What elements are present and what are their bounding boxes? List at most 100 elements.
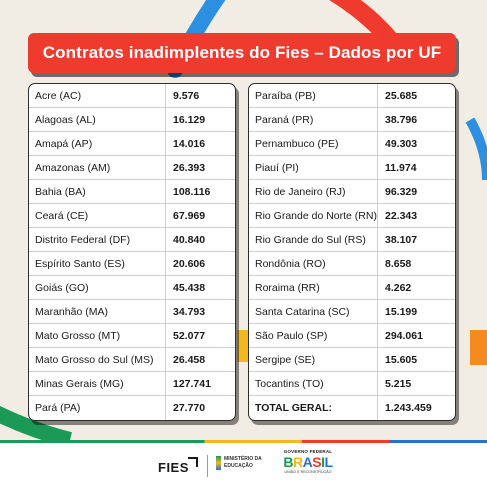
uf-value: 52.077 bbox=[173, 329, 206, 342]
uf-value: 67.969 bbox=[173, 209, 206, 222]
uf-name: Pará (PA) bbox=[29, 396, 166, 420]
ministry-line-1: MINISTÉRIO DA bbox=[224, 456, 262, 462]
total-label: TOTAL GERAL: bbox=[249, 396, 378, 420]
uf-name: Piauí (PI) bbox=[249, 156, 378, 179]
uf-value: 294.061 bbox=[385, 329, 423, 342]
uf-name: Tocantins (TO) bbox=[249, 372, 378, 395]
table-row: Ceará (CE) 67.969 bbox=[29, 204, 235, 228]
brasil-letter: B bbox=[283, 454, 294, 470]
uf-value: 40.840 bbox=[173, 233, 206, 246]
uf-name: Bahia (BA) bbox=[29, 180, 166, 203]
uf-value: 26.458 bbox=[173, 353, 206, 366]
brasil-letter: I bbox=[321, 454, 325, 470]
table-row: Tocantins (TO) 5.215 bbox=[249, 372, 455, 396]
uf-value: 15.199 bbox=[385, 305, 418, 318]
table-row: Santa Catarina (SC) 15.199 bbox=[249, 300, 455, 324]
decor-yellow-band bbox=[237, 330, 250, 362]
uf-name: Minas Gerais (MG) bbox=[29, 372, 166, 395]
table-right: Paraíba (PB) 25.685 Paraná (PR) 38.796 Perna… bbox=[248, 83, 456, 421]
uf-name: Rio de Janeiro (RJ) bbox=[249, 180, 378, 203]
table-row: Pará (PA) 27.770 bbox=[29, 396, 235, 420]
ministry-logo: MINISTÉRIO DA EDUCAÇÃO bbox=[216, 456, 268, 470]
uf-name: Sergipe (SE) bbox=[249, 348, 378, 371]
table-row: Rio de Janeiro (RJ) 96.329 bbox=[249, 180, 455, 204]
table-row: Amazonas (AM) 26.393 bbox=[29, 156, 235, 180]
uf-name: Amapá (AP) bbox=[29, 132, 166, 155]
gov-subtitle: UNIÃO E RECONSTRUÇÃO bbox=[284, 470, 332, 474]
uf-value: 15.605 bbox=[385, 353, 418, 366]
table-row: Piauí (PI) 11.974 bbox=[249, 156, 455, 180]
page-title: Contratos inadimplentes do Fies – Dados … bbox=[28, 33, 456, 73]
uf-name: Amazonas (AM) bbox=[29, 156, 166, 179]
uf-name: Alagoas (AL) bbox=[29, 108, 166, 131]
uf-name: Acre (AC) bbox=[29, 84, 166, 107]
brasil-letter: S bbox=[312, 454, 322, 470]
uf-value: 25.685 bbox=[385, 89, 418, 102]
table-row: Paraíba (PB) 25.685 bbox=[249, 84, 455, 108]
brasil-letter: A bbox=[302, 454, 313, 470]
uf-name: Pernambuco (PE) bbox=[249, 132, 378, 155]
table-row: Maranhão (MA) 34.793 bbox=[29, 300, 235, 324]
table-row: Minas Gerais (MG) 127.741 bbox=[29, 372, 235, 396]
table-row: São Paulo (SP) 294.061 bbox=[249, 324, 455, 348]
uf-value: 96.329 bbox=[385, 185, 418, 198]
uf-value: 27.770 bbox=[173, 402, 206, 414]
decor-green-arc bbox=[0, 405, 72, 448]
ministry-line-2: EDUCAÇÃO bbox=[224, 462, 253, 469]
uf-value: 11.974 bbox=[385, 161, 417, 174]
brasil-letter: R bbox=[293, 454, 303, 470]
table-row: Roraima (RR) 4.262 bbox=[249, 276, 455, 300]
uf-name: Roraima (RR) bbox=[249, 276, 378, 299]
uf-name: Distrito Federal (DF) bbox=[29, 228, 166, 251]
table-row: Rio Grande do Sul (RS) 38.107 bbox=[249, 228, 455, 252]
uf-value: 22.343 bbox=[385, 209, 418, 222]
uf-value: 9.576 bbox=[173, 89, 200, 102]
fies-logo-mark-icon bbox=[188, 457, 198, 467]
uf-value: 5.215 bbox=[385, 377, 412, 390]
uf-name: Espírito Santo (ES) bbox=[29, 252, 166, 275]
uf-value: 16.129 bbox=[173, 113, 206, 126]
table-row: Rio Grande do Norte (RN) 22.343 bbox=[249, 204, 455, 228]
uf-value: 49.303 bbox=[385, 137, 418, 150]
table-row: Distrito Federal (DF) 40.840 bbox=[29, 228, 235, 252]
table-row: Alagoas (AL) 16.129 bbox=[29, 108, 235, 132]
table-row: Amapá (AP) 14.016 bbox=[29, 132, 235, 156]
footer-color-strip bbox=[0, 440, 487, 443]
total-value: 1.243.459 bbox=[385, 402, 432, 414]
table-row: Pernambuco (PE) 49.303 bbox=[249, 132, 455, 156]
uf-name: Mato Grosso do Sul (MS) bbox=[29, 348, 166, 371]
footer-divider bbox=[207, 455, 208, 477]
uf-name: Paraná (PR) bbox=[249, 108, 378, 131]
uf-name: Rio Grande do Sul (RS) bbox=[249, 228, 378, 251]
uf-name: São Paulo (SP) bbox=[249, 324, 378, 347]
fies-logo: FIES bbox=[158, 460, 189, 475]
footer: FIES MINISTÉRIO DA EDUCAÇÃO GOVERNO FEDE… bbox=[0, 443, 487, 483]
uf-value: 8.658 bbox=[385, 257, 412, 270]
uf-value: 34.793 bbox=[173, 305, 206, 318]
uf-name: Rondônia (RO) bbox=[249, 252, 378, 275]
total-row: TOTAL GERAL: 1.243.459 bbox=[249, 396, 455, 420]
table-row: Sergipe (SE) 15.605 bbox=[249, 348, 455, 372]
uf-name: Mato Grosso (MT) bbox=[29, 324, 166, 347]
uf-value: 45.438 bbox=[173, 281, 206, 294]
table-row: Mato Grosso (MT) 52.077 bbox=[29, 324, 235, 348]
table-row: Bahia (BA) 108.116 bbox=[29, 180, 235, 204]
uf-value: 38.796 bbox=[385, 113, 418, 126]
table-row: Paraná (PR) 38.796 bbox=[249, 108, 455, 132]
table-row: Mato Grosso do Sul (MS) 26.458 bbox=[29, 348, 235, 372]
uf-name: Ceará (CE) bbox=[29, 204, 166, 227]
uf-name: Goiás (GO) bbox=[29, 276, 166, 299]
uf-name: Paraíba (PB) bbox=[249, 84, 378, 107]
ministry-crest-icon bbox=[216, 456, 221, 470]
gov-top-text: GOVERNO FEDERAL bbox=[283, 449, 333, 454]
brasil-letter: L bbox=[324, 454, 334, 470]
uf-value: 108.116 bbox=[173, 185, 211, 198]
table-row: Acre (AC) 9.576 bbox=[29, 84, 235, 108]
uf-name: Rio Grande do Norte (RN) bbox=[249, 204, 378, 227]
uf-name: Maranhão (MA) bbox=[29, 300, 166, 323]
table-row: Rondônia (RO) 8.658 bbox=[249, 252, 455, 276]
uf-value: 20.606 bbox=[173, 257, 206, 270]
uf-value: 4.262 bbox=[385, 281, 412, 294]
